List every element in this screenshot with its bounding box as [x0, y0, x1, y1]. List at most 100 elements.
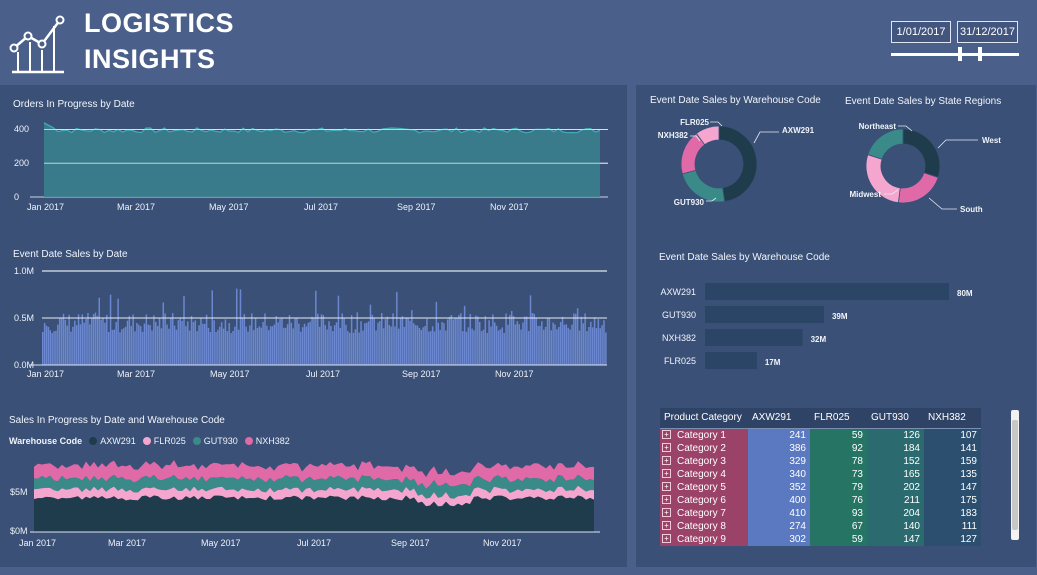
expand-plus-icon[interactable]: +: [662, 456, 671, 466]
expand-plus-icon[interactable]: +: [662, 469, 671, 479]
header-axw291[interactable]: AXW291: [748, 408, 810, 429]
legend-item-gut930[interactable]: GUT930: [203, 436, 238, 446]
matrix-row[interactable]: + Category 9 302 59 147 127: [660, 532, 981, 546]
matrix-category-cell[interactable]: + Category 9: [660, 532, 748, 546]
expand-plus-icon[interactable]: +: [662, 521, 671, 531]
matrix-row[interactable]: + Category 5 352 79 202 147: [660, 480, 981, 494]
region-donut-chart[interactable]: West South Midwest Northeast: [826, 108, 1036, 220]
warehouse-donut-chart[interactable]: AXW291 GUT930 NXH382 FLR025: [636, 108, 826, 218]
expand-plus-icon[interactable]: +: [662, 443, 671, 453]
matrix-row[interactable]: + Category 4 340 73 165 135: [660, 467, 981, 481]
stacked-area-gut930: [34, 474, 594, 499]
sales-bar: [386, 316, 389, 365]
matrix-row[interactable]: + Category 3 329 78 152 159: [660, 454, 981, 468]
matrix-scrollbar-thumb[interactable]: [1012, 420, 1018, 530]
matrix-row[interactable]: + Category 8 274 67 140 111: [660, 519, 981, 533]
expand-plus-icon[interactable]: +: [662, 482, 671, 492]
start-date-input[interactable]: 1/01/2017: [891, 21, 951, 43]
sales-bar: [224, 319, 227, 365]
matrix-category-cell[interactable]: + Category 7: [660, 506, 748, 520]
sales-bar: [456, 318, 458, 365]
matrix-category-cell[interactable]: + Category 4: [660, 467, 748, 481]
sales-bar: [275, 316, 278, 365]
expand-plus-icon[interactable]: +: [662, 508, 671, 518]
sales-bar: [350, 315, 353, 365]
date-range-slider-end-handle[interactable]: [978, 47, 983, 61]
sales-bar: [509, 315, 511, 365]
header-flr025[interactable]: FLR025: [810, 408, 867, 429]
header-product-category[interactable]: Product Category: [660, 408, 748, 429]
sales-bar: [558, 327, 560, 365]
sales-bar: [482, 329, 485, 365]
region-donut-slice-northeast: [867, 128, 904, 160]
sales-bar: [273, 324, 276, 365]
expand-plus-icon[interactable]: +: [662, 534, 671, 544]
sales-bar: [497, 330, 500, 365]
matrix-row[interactable]: + Category 6 400 76 211 175: [660, 493, 981, 507]
matrix-category-cell[interactable]: + Category 2: [660, 441, 748, 455]
matrix-category-cell[interactable]: + Category 6: [660, 493, 748, 507]
sales-bar: [286, 324, 289, 365]
sales-bar: [433, 331, 436, 365]
matrix-category-cell[interactable]: + Category 5: [660, 480, 748, 494]
matrix-category-cell[interactable]: + Category 3: [660, 454, 748, 468]
sales-bar: [230, 333, 232, 365]
sales-bar: [205, 314, 208, 365]
region-donut-label: Northeast: [859, 122, 897, 131]
end-date-input[interactable]: 31/12/2017: [957, 21, 1018, 43]
matrix-value-cell: 400: [748, 493, 810, 507]
matrix-row[interactable]: + Category 7 410 93 204 183: [660, 506, 981, 520]
stacked-x-tick: Sep 2017: [391, 538, 430, 548]
matrix-value-cell: 93: [810, 506, 867, 520]
sales-bar: [171, 313, 174, 365]
sales-bar: [128, 315, 131, 365]
matrix-category-cell[interactable]: + Category 8: [660, 519, 748, 533]
product-category-matrix[interactable]: Product Category AXW291 FLR025 GUT930 NX…: [660, 408, 981, 546]
sales-bar: [605, 332, 607, 365]
orders-in-progress-chart[interactable]: [0, 110, 627, 220]
warehouse-bar-chart[interactable]: AXW291 80M GUT930 39M NXH382 32M FLR025 17M: [636, 275, 1036, 375]
warehouse-donut-label: FLR025: [680, 118, 709, 127]
stacked-chart-legend: Warehouse Code AXW291 FLR025 GUT930 NXH3…: [9, 436, 290, 446]
sales-bar: [122, 328, 125, 365]
sales-bar: [149, 325, 151, 365]
sales-bar: [153, 315, 155, 365]
sales-bar: [53, 331, 55, 365]
header-gut930[interactable]: GUT930: [867, 408, 924, 429]
sales-bar: [507, 324, 509, 365]
matrix-value-cell: 92: [810, 441, 867, 455]
sales-bar: [445, 330, 447, 365]
event-date-sales-chart[interactable]: [0, 262, 627, 382]
legend-dot-gut930: [192, 437, 201, 445]
region-donut-slice-south: [897, 172, 939, 204]
sales-bar: [484, 316, 487, 365]
sales-bar: [392, 313, 394, 365]
region-donut-leader-line: [937, 139, 978, 149]
sales-bar: [104, 322, 106, 365]
orders-x-tick: Sep 2017: [397, 202, 436, 212]
sales-bar: [90, 318, 93, 365]
legend-item-axw291[interactable]: AXW291: [100, 436, 136, 446]
sales-bar: [431, 326, 434, 365]
sales-bar: [467, 327, 470, 365]
matrix-category-cell[interactable]: + Category 1: [660, 428, 748, 442]
stacked-sales-chart[interactable]: [0, 450, 627, 540]
legend-item-nxh382[interactable]: NXH382: [255, 436, 290, 446]
expand-plus-icon[interactable]: +: [662, 495, 671, 505]
expand-plus-icon[interactable]: +: [662, 430, 671, 440]
warehouse-donut-label: NXH382: [658, 131, 689, 140]
stacked-x-tick: Mar 2017: [108, 538, 147, 548]
legend-item-flr025[interactable]: FLR025: [153, 436, 186, 446]
date-range-slider-start-handle[interactable]: [957, 47, 962, 61]
sales-bar: [550, 330, 553, 365]
matrix-row[interactable]: + Category 2 386 92 184 141: [660, 441, 981, 455]
region-donut-slice-west: [902, 128, 941, 178]
sales-bar: [168, 328, 170, 365]
matrix-row[interactable]: + Category 1 241 59 126 107: [660, 428, 981, 442]
matrix-value-cell: 73: [810, 467, 867, 481]
sales-bar: [333, 325, 336, 365]
sales-bar: [106, 314, 108, 365]
header-nxh382[interactable]: NXH382: [924, 408, 981, 429]
date-range-slider-track[interactable]: [891, 53, 1019, 56]
sales-bar: [156, 325, 159, 365]
